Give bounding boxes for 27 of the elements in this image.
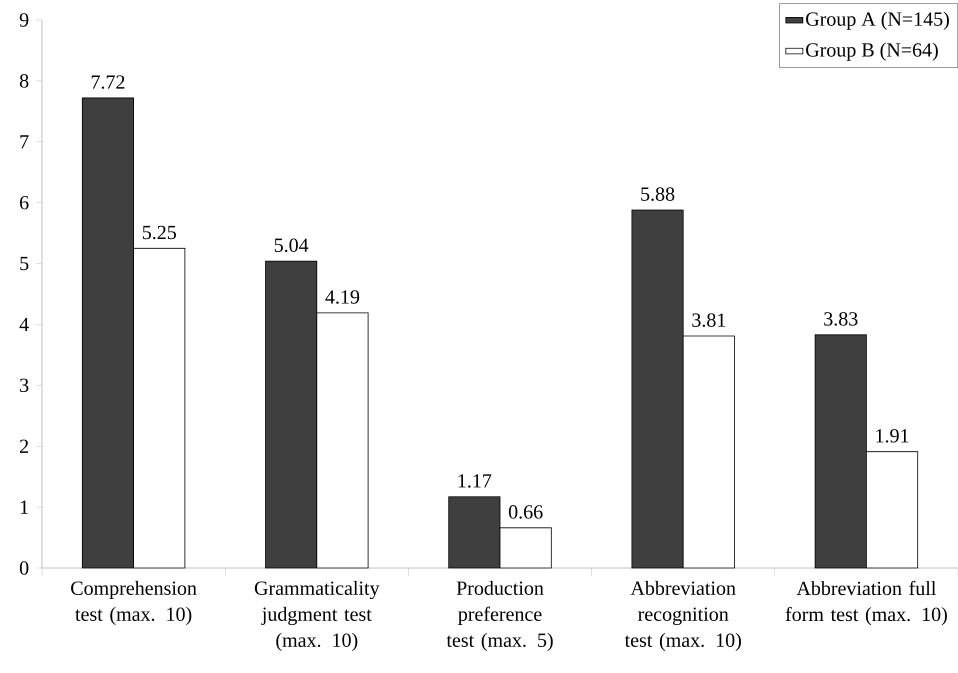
- data-label: 0.66: [508, 505, 543, 519]
- data-label: 4.19: [325, 290, 360, 304]
- y-tick-label: 1: [20, 500, 28, 514]
- x-tick-label: Abbreviation full form test (max. 10): [786, 580, 947, 626]
- legend-label: Group A (N=145): [806, 12, 949, 30]
- data-label: 1.91: [876, 429, 908, 443]
- y-tick-label: 3: [20, 378, 28, 392]
- data-label: 5.25: [142, 226, 176, 240]
- y-tick-label: 8: [20, 74, 28, 88]
- y-tick-label: 6: [20, 196, 29, 210]
- x-tick-label: Production preference test (max. 5): [446, 580, 553, 652]
- x-tick-label: Abbreviation recognition test (max. 10): [624, 580, 741, 652]
- data-label: 5.88: [641, 187, 674, 201]
- y-tick-label: 5: [20, 256, 28, 270]
- y-tick-label: 7: [20, 135, 29, 148]
- y-tick-label: 0: [20, 561, 28, 575]
- y-tick-label: 4: [20, 318, 29, 332]
- data-label: 3.81: [692, 313, 726, 327]
- data-label: 3.83: [824, 312, 858, 326]
- x-tick-label: Comprehension test (max. 10): [71, 580, 197, 626]
- data-label: 5.04: [274, 238, 308, 252]
- y-tick-label: 2: [20, 440, 28, 453]
- x-tick-label: Grammaticality judgment test (max. 10): [254, 580, 380, 652]
- data-label: 1.17: [458, 474, 492, 488]
- data-label: 7.72: [92, 75, 124, 89]
- legend-label: Group B (N=64): [806, 42, 938, 61]
- y-tick-label: 9: [20, 13, 28, 27]
